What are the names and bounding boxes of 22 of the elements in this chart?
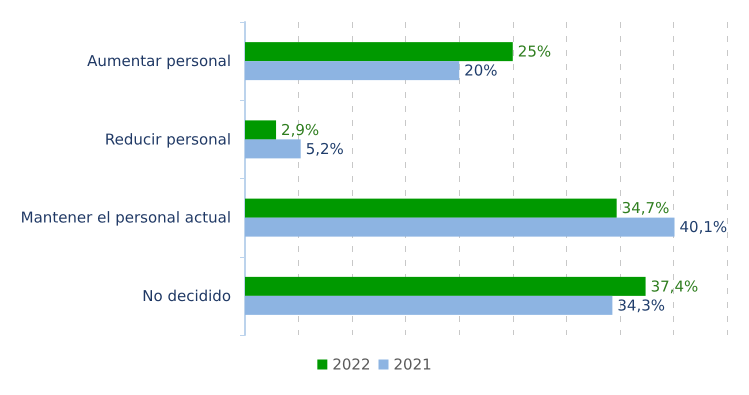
data-label: 25% — [518, 42, 552, 61]
bar — [245, 296, 612, 315]
y-tick-label: Aumentar personal — [87, 52, 231, 70]
data-label: 40,1% — [680, 218, 728, 236]
data-label: 2,9% — [281, 120, 320, 139]
bar — [245, 276, 646, 296]
bar — [245, 120, 276, 140]
legend-label: 2021 — [394, 356, 432, 374]
y-tick-label: Mantener el personal actual — [20, 208, 231, 227]
data-label: 34,7% — [622, 199, 670, 218]
bar — [245, 42, 513, 62]
bar — [245, 198, 617, 218]
y-tick-label: Reducir personal — [104, 130, 231, 148]
legend-label: 2022 — [332, 356, 371, 374]
data-label: 37,4% — [650, 277, 698, 296]
bar — [245, 61, 460, 80]
data-label: 5,2% — [306, 140, 344, 158]
data-label: 20% — [464, 62, 498, 80]
bar — [245, 139, 301, 158]
bar — [245, 218, 675, 237]
y-tick-label: No decidido — [142, 286, 231, 305]
data-label: 34,3% — [617, 296, 666, 314]
